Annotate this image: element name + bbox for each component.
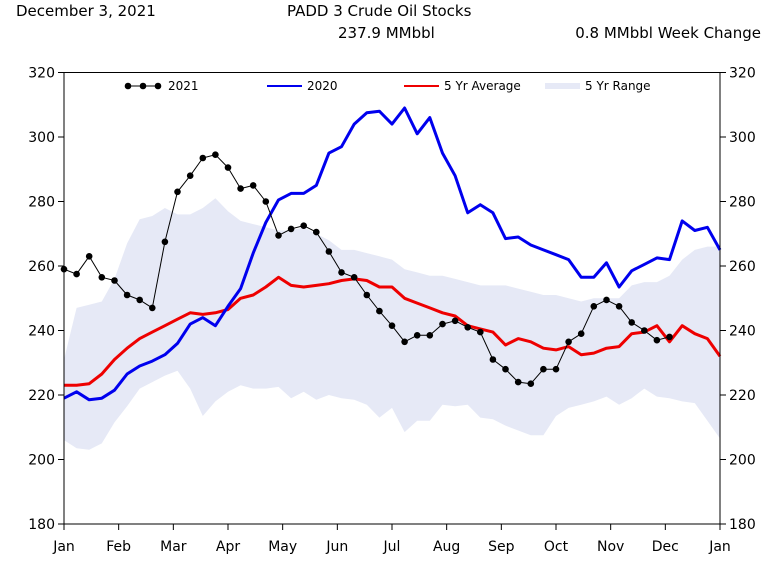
legend-2021-label: 2021 bbox=[168, 79, 199, 93]
y-tick-label-left: 180 bbox=[28, 517, 55, 533]
data-point-2021 bbox=[615, 303, 623, 310]
data-point-2021 bbox=[313, 228, 320, 236]
x-tick-label: Mar bbox=[160, 539, 187, 555]
legend-2020-label: 2020 bbox=[307, 79, 338, 93]
data-point-2021 bbox=[540, 365, 547, 373]
legend-5yr-average-label: 5 Yr Average bbox=[444, 79, 521, 93]
data-point-2021 bbox=[388, 322, 396, 330]
x-tick-label: Dec bbox=[652, 539, 679, 555]
data-point-2021 bbox=[514, 378, 522, 386]
y-tick-label-right: 240 bbox=[729, 324, 756, 340]
data-point-2021 bbox=[249, 182, 257, 189]
data-point-2021 bbox=[590, 303, 598, 310]
data-point-2021 bbox=[350, 274, 358, 281]
y-tick-label-right: 200 bbox=[729, 453, 756, 469]
data-point-2021 bbox=[363, 291, 371, 299]
data-point-2021 bbox=[111, 277, 118, 284]
data-point-2021 bbox=[123, 291, 131, 299]
data-point-2021 bbox=[577, 330, 585, 338]
x-tick-label: Aug bbox=[433, 539, 460, 555]
stock-level: 237.9 MMbbl bbox=[338, 24, 435, 42]
legend: 2021 2020 5 Yr Average 5 Yr Range bbox=[124, 79, 651, 93]
data-point-2021 bbox=[439, 320, 446, 328]
data-point-2021 bbox=[603, 296, 610, 304]
data-point-2021 bbox=[287, 225, 295, 233]
data-point-2021 bbox=[262, 198, 270, 205]
data-point-2021 bbox=[212, 151, 219, 158]
y-tick-label-right: 300 bbox=[729, 130, 756, 146]
series-line-5yr-average bbox=[64, 275, 722, 387]
week-change: 0.8 MMbbl Week Change bbox=[575, 24, 761, 42]
data-point-2021 bbox=[85, 252, 93, 260]
series-line-2020 bbox=[63, 106, 722, 402]
y-tick-label-right: 180 bbox=[729, 517, 756, 533]
data-point-2021 bbox=[174, 188, 181, 196]
y-tick-label-left: 320 bbox=[28, 66, 55, 82]
report-date: December 3, 2021 bbox=[16, 2, 156, 20]
data-point-2021 bbox=[464, 324, 472, 331]
data-point-2021 bbox=[451, 317, 459, 325]
data-point-2021 bbox=[186, 172, 194, 179]
data-point-2021 bbox=[502, 365, 509, 373]
data-point-2021 bbox=[653, 336, 661, 344]
data-point-2021 bbox=[98, 274, 106, 281]
data-point-2021 bbox=[641, 327, 648, 334]
x-tick-label: Apr bbox=[216, 539, 240, 555]
x-tick-label: Jan bbox=[708, 539, 731, 555]
data-point-2021 bbox=[161, 238, 169, 246]
data-point-2021 bbox=[149, 304, 156, 312]
data-point-2021 bbox=[477, 328, 484, 336]
data-point-2021 bbox=[338, 269, 345, 276]
x-tick-label: Nov bbox=[597, 539, 624, 555]
x-tick-label: Jul bbox=[383, 539, 401, 555]
data-point-2021 bbox=[527, 380, 535, 388]
data-point-2021 bbox=[552, 365, 560, 373]
chart-title: PADD 3 Crude Oil Stocks bbox=[287, 2, 472, 20]
y-tick-label-right: 260 bbox=[729, 259, 756, 275]
y-tick-label-left: 200 bbox=[28, 453, 55, 469]
data-point-2021 bbox=[224, 164, 232, 171]
y-tick-label-left: 240 bbox=[28, 324, 55, 340]
x-tick-label: Feb bbox=[106, 539, 131, 555]
data-point-2021 bbox=[325, 248, 333, 255]
data-point-2021 bbox=[426, 332, 434, 339]
y-tick-label-left: 220 bbox=[28, 388, 55, 404]
legend-marker-2021 bbox=[154, 82, 162, 90]
y-tick-label-right: 320 bbox=[729, 66, 756, 82]
y-tick-label-right: 280 bbox=[729, 195, 756, 211]
data-point-2021 bbox=[628, 319, 635, 326]
data-point-2021 bbox=[237, 185, 244, 192]
data-point-2021 bbox=[199, 154, 207, 162]
legend-5yr-range-label: 5 Yr Range bbox=[585, 79, 651, 93]
x-tick-label: Sep bbox=[488, 539, 515, 555]
data-point-2021 bbox=[376, 307, 383, 315]
x-tick-label: Oct bbox=[544, 539, 569, 555]
data-point-2021 bbox=[489, 356, 497, 363]
data-point-2021 bbox=[300, 222, 308, 229]
y-tick-label-left: 280 bbox=[28, 195, 55, 211]
axis-layer: 180 180 200 200 220 220 240 240 260 260 280 280 300 3… bbox=[28, 66, 755, 556]
legend-5yr-range-swatch bbox=[545, 83, 580, 89]
legend-marker-2021 bbox=[139, 82, 147, 90]
y-tick-label-left: 260 bbox=[28, 259, 55, 275]
data-point-2021 bbox=[413, 332, 421, 339]
x-tick-label: Jan bbox=[52, 539, 75, 555]
y-tick-label-right: 220 bbox=[729, 388, 756, 404]
y-tick-label-left: 300 bbox=[28, 130, 55, 146]
data-point-2021 bbox=[666, 333, 673, 341]
series-layer bbox=[60, 106, 722, 402]
data-point-2021 bbox=[565, 338, 572, 346]
x-tick-label: Jun bbox=[325, 539, 348, 555]
data-point-2021 bbox=[73, 270, 80, 278]
data-point-2021 bbox=[136, 296, 143, 304]
data-point-2021 bbox=[275, 232, 282, 239]
x-tick-label: May bbox=[268, 539, 297, 555]
legend-marker-2021 bbox=[124, 82, 132, 90]
data-point-2021 bbox=[401, 338, 408, 346]
